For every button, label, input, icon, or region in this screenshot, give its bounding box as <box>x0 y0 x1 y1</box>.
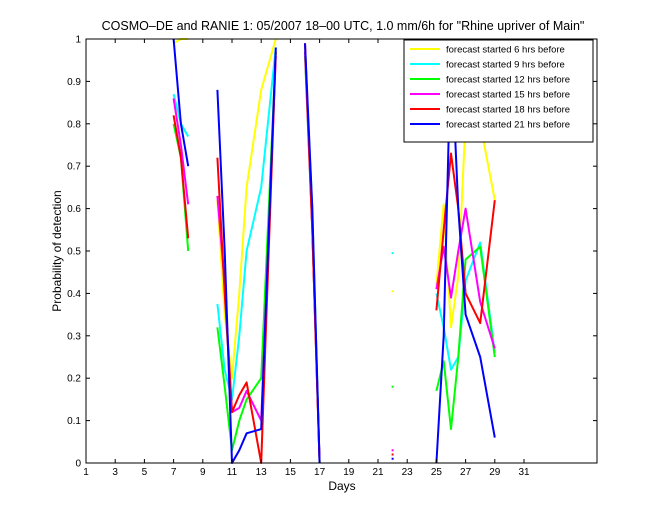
x-tick-label: 27 <box>460 467 472 478</box>
x-tick-label: 19 <box>343 467 355 478</box>
legend-label: forecast started 6 hrs before <box>446 45 565 56</box>
y-tick-label: 0.1 <box>67 416 81 427</box>
x-tick-label: 23 <box>402 467 414 478</box>
series-line <box>173 38 189 45</box>
series-line <box>304 43 321 464</box>
legend-label: forecast started 15 hrs before <box>446 90 570 101</box>
legend: forecast started 6 hrs before forecast st… <box>403 39 594 143</box>
y-axis-label: Probability of detection <box>50 190 64 311</box>
legend-item: forecast started 15 hrs before <box>410 90 570 101</box>
x-tick-label: 25 <box>431 467 443 478</box>
x-tick-label: 21 <box>372 467 384 478</box>
x-axis-label: Days <box>328 479 355 493</box>
x-tick-label: 1 <box>83 467 89 478</box>
series-line <box>172 98 190 205</box>
y-tick-label: 0.6 <box>67 204 81 215</box>
series-line <box>172 38 190 167</box>
x-tick-label: 3 <box>112 467 118 478</box>
legend-item: forecast started 21 hrs before <box>410 120 570 131</box>
y-tick-label: 0.5 <box>67 247 81 258</box>
legend-label: forecast started 12 hrs before <box>446 75 570 86</box>
axis-ticks: 1 3 5 7 9 11 13 15 17 19 21 23 25 27 29 3100.10.20.30.4… <box>67 35 597 478</box>
y-tick-label: 0.8 <box>67 119 81 130</box>
chart-title: COSMO–DE and RANIE 1: 05/2007 18–00 UTC,… <box>102 19 585 33</box>
series-line <box>216 47 277 401</box>
y-tick-label: 0.2 <box>67 374 81 385</box>
x-tick-label: 29 <box>489 467 501 478</box>
y-tick-label: 0.4 <box>67 289 81 300</box>
x-tick-label: 5 <box>142 467 148 478</box>
series-line <box>216 51 277 452</box>
y-tick-label: 0.7 <box>67 162 81 173</box>
y-tick-label: 0.9 <box>67 77 81 88</box>
x-tick-label: 9 <box>200 467 206 478</box>
y-tick-label: 1 <box>75 35 81 46</box>
legend-item: forecast started 9 hrs before <box>410 60 565 71</box>
legend-label: forecast started 21 hrs before <box>446 120 570 131</box>
series-6 <box>172 38 496 464</box>
series-line <box>435 207 496 349</box>
x-tick-label: 15 <box>285 467 297 478</box>
legend-label: forecast started 9 hrs before <box>446 60 565 71</box>
series-line <box>216 38 277 380</box>
legend-item: forecast started 12 hrs before <box>410 75 570 86</box>
y-tick-label: 0 <box>75 459 81 470</box>
legend-item: forecast started 6 hrs before <box>410 45 565 56</box>
y-tick-label: 0.3 <box>67 331 81 342</box>
series-line <box>435 42 496 464</box>
x-tick-label: 17 <box>314 467 326 478</box>
series-line <box>435 245 496 431</box>
series-line <box>172 115 190 239</box>
x-tick-label: 11 <box>227 467 238 478</box>
x-tick-label: 13 <box>256 467 268 478</box>
series-line <box>216 47 277 464</box>
x-tick-label: 7 <box>171 467 177 478</box>
legend-label: forecast started 18 hrs before <box>446 105 570 116</box>
legend-item: forecast started 18 hrs before <box>410 105 570 116</box>
x-tick-label: 31 <box>518 467 530 478</box>
